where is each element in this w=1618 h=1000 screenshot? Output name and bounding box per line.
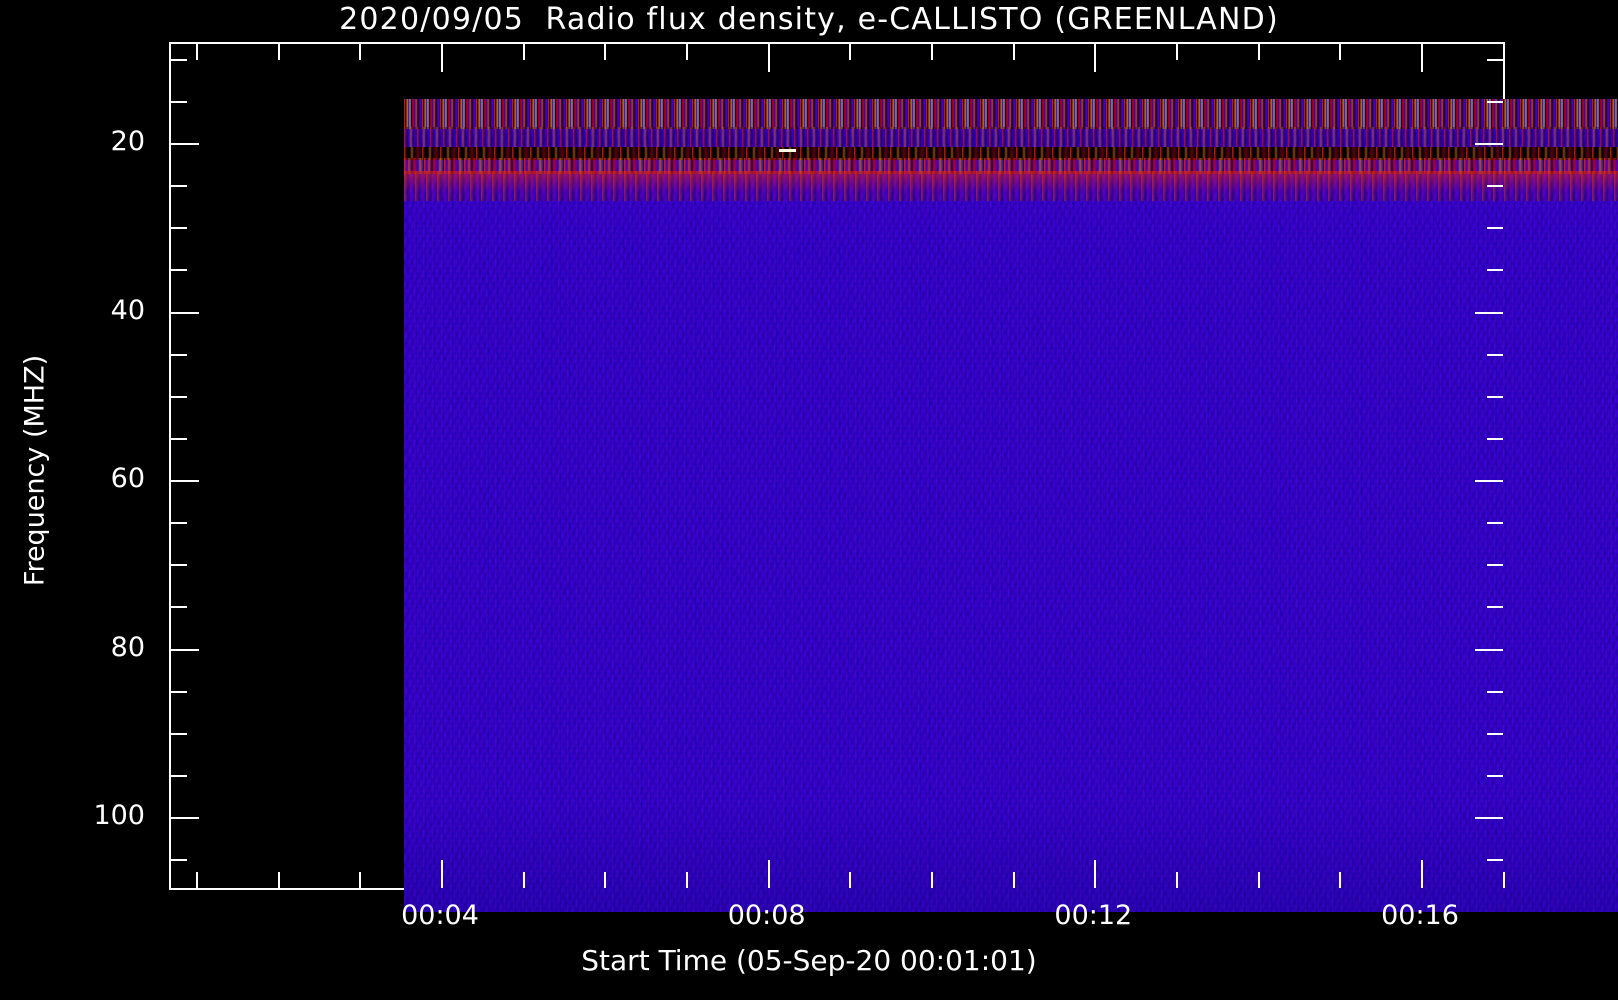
y-tick-right-90: [1487, 732, 1503, 735]
x-tick-bottom-9: [849, 872, 852, 888]
rfi-band-red-stripe: [404, 158, 1618, 174]
x-tick-bottom-3: [359, 872, 362, 888]
y-tick-right-100: [1475, 817, 1503, 819]
y-tick-85: [171, 690, 187, 693]
vertical-streak-layer: [404, 99, 1618, 912]
x-tick-bottom-7: [686, 872, 688, 888]
x-tick-top-15: [1339, 44, 1342, 60]
y-tick-right-10: [1487, 58, 1503, 61]
x-tick-top-2: [277, 44, 280, 60]
x-tick-top-6: [604, 44, 607, 60]
y-tick-right-105: [1487, 859, 1503, 862]
rfi-band-fade: [404, 171, 1618, 201]
x-tick-label-00-12: 00:12: [1054, 900, 1133, 931]
y-tick-105: [171, 859, 187, 862]
x-tick-bottom-4: [441, 860, 443, 888]
y-tick-10: [171, 58, 187, 61]
y-tick-20: [171, 143, 199, 145]
y-tick-55: [171, 437, 187, 440]
x-tick-top-4: [441, 44, 443, 72]
rfi-dark-absorption-line: [404, 147, 1618, 160]
x-tick-bottom-8: [767, 860, 770, 888]
y-tick-50: [171, 395, 187, 398]
y-tick-right-35: [1487, 269, 1503, 272]
x-tick-bottom-13: [1176, 872, 1178, 888]
y-tick-right-60: [1475, 480, 1503, 482]
x-tick-top-7: [686, 44, 688, 60]
y-tick-right-55: [1487, 437, 1503, 440]
x-tick-bottom-1: [196, 872, 198, 888]
plot-frame: [169, 42, 1618, 912]
x-tick-bottom-17: [1502, 872, 1505, 888]
y-tick-right-65: [1487, 522, 1503, 525]
y-tick-right-15: [1487, 100, 1503, 103]
y-tick-right-80: [1475, 648, 1503, 651]
y-tick-75: [171, 606, 187, 609]
x-tick-bottom-11: [1012, 872, 1015, 888]
y-tick-right-85: [1487, 690, 1503, 693]
x-tick-bottom-15: [1339, 872, 1342, 888]
x-tick-top-9: [849, 44, 852, 60]
y-tick-65: [171, 522, 187, 525]
y-tick-90: [171, 732, 187, 735]
y-tick-right-75: [1487, 606, 1503, 609]
rfi-band-top-secondary: [404, 127, 1618, 149]
y-tick-70: [171, 564, 187, 567]
y-tick-label-60: 60: [110, 463, 145, 494]
x-tick-top-10: [931, 44, 933, 60]
y-tick-label-40: 40: [110, 294, 145, 326]
x-tick-bottom-12: [1094, 860, 1097, 888]
x-tick-label-00-16: 00:16: [1381, 900, 1459, 931]
x-tick-top-8: [767, 44, 770, 72]
speckle-layer: [404, 99, 1618, 912]
y-tick-25: [171, 185, 187, 188]
x-tick-top-16: [1421, 44, 1423, 72]
y-tick-right-30: [1487, 227, 1503, 230]
x-tick-top-12: [1094, 44, 1097, 72]
rfi-band-top: [404, 99, 1618, 129]
vertical-gradient-layer: [404, 99, 1618, 912]
y-tick-right-45: [1487, 353, 1503, 356]
x-tick-bottom-16: [1421, 860, 1423, 888]
noise-floor-layer: [404, 99, 1618, 912]
y-tick-right-25: [1487, 185, 1503, 188]
y-axis-title: Frequency (MHZ): [19, 354, 51, 587]
x-tick-top-5: [522, 44, 525, 60]
x-tick-bottom-6: [604, 872, 607, 888]
y-tick-95: [171, 774, 187, 777]
y-tick-35: [171, 269, 187, 272]
y-tick-100: [171, 817, 199, 819]
spectrogram-image: [404, 99, 1618, 912]
y-tick-label-20: 20: [110, 126, 145, 157]
y-tick-right-40: [1475, 311, 1503, 314]
y-tick-15: [171, 100, 187, 103]
y-tick-label-80: 80: [110, 631, 145, 663]
y-tick-45: [171, 353, 187, 356]
x-tick-top-17: [1502, 44, 1505, 60]
y-tick-right-95: [1487, 774, 1503, 777]
x-axis-title: Start Time (05-Sep-20 00:01:01): [581, 944, 1037, 977]
figure-title: 2020/09/05 Radio flux density, e-CALLIST…: [339, 2, 1279, 37]
x-tick-top-11: [1012, 44, 1015, 60]
x-tick-top-13: [1176, 44, 1178, 60]
y-tick-right-20: [1475, 143, 1503, 145]
y-tick-right-50: [1487, 395, 1503, 398]
x-tick-top-1: [196, 44, 198, 60]
x-tick-bottom-10: [931, 872, 933, 888]
x-tick-label-00-08: 00:08: [727, 900, 806, 931]
y-tick-60: [171, 480, 199, 482]
y-tick-30: [171, 227, 187, 230]
x-tick-top-3: [359, 44, 362, 60]
x-tick-top-14: [1257, 44, 1260, 60]
x-tick-bottom-5: [522, 872, 525, 888]
y-tick-40: [171, 311, 199, 314]
white-saturation-burst: [779, 149, 796, 152]
x-tick-label-00-04: 00:04: [401, 900, 479, 931]
y-tick-80: [171, 648, 199, 651]
x-tick-bottom-2: [277, 872, 280, 888]
y-tick-right-70: [1487, 564, 1503, 567]
y-tick-label-100: 100: [93, 800, 145, 831]
x-tick-bottom-14: [1257, 872, 1260, 888]
